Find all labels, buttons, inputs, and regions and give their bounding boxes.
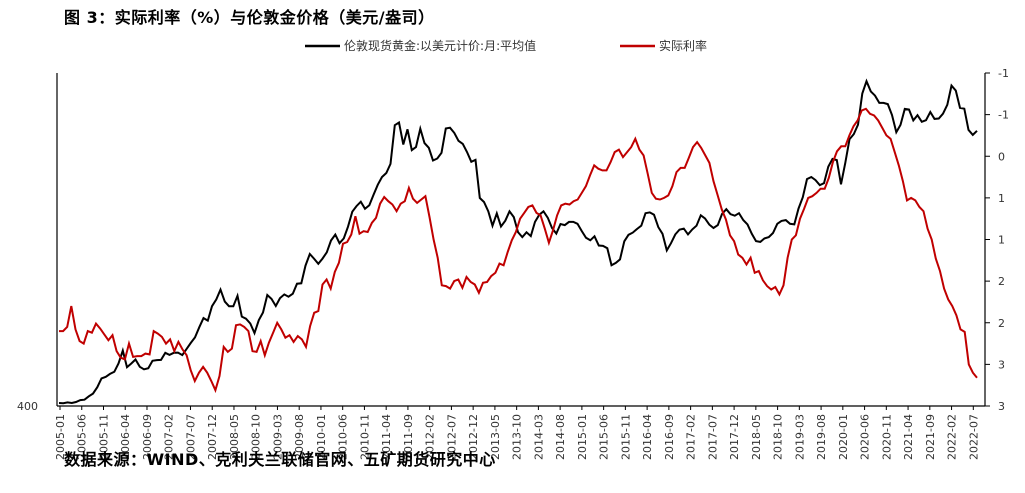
x-axis-tick-label: 2005-06 <box>76 414 89 460</box>
x-axis-tick-label: 2020-06 <box>859 414 872 460</box>
legend-rate-label: 实际利率 <box>659 38 707 53</box>
x-axis-tick-label: 2021-04 <box>902 414 915 460</box>
x-axis-tick-label: 2012-07 <box>445 414 458 460</box>
x-axis-tick-label: 2009-08 <box>293 414 306 460</box>
x-axis-tick-label: 2011-04 <box>380 414 393 460</box>
legend: 伦敦现货黄金:以美元计价:月:平均值 实际利率 <box>305 38 707 53</box>
right-axis-tick-label: 0 <box>998 150 1005 163</box>
x-axis-tick-label: 2010-06 <box>337 414 350 460</box>
x-axis-tick-label: 2013-05 <box>489 414 502 460</box>
right-axis-tick-label: 1 <box>998 234 1005 247</box>
right-axis-tick-label: -1 <box>998 67 1009 80</box>
right-axis-tick-label: -1 <box>998 109 1009 122</box>
x-axis-tick-label: 2017-07 <box>706 414 719 460</box>
x-axis-tick-label: 2010-01 <box>315 414 328 460</box>
x-axis-tick-label: 2015-01 <box>576 414 589 460</box>
x-axis-tick-label: 2020-11 <box>880 414 893 460</box>
x-axis-tick-label: 2006-09 <box>141 414 154 460</box>
x-axis-tick-label: 2007-02 <box>163 414 176 460</box>
x-axis-tick-label: 2005-01 <box>54 414 67 460</box>
x-axis-tick-label: 2008-05 <box>228 414 241 460</box>
right-axis-tick-label: 1 <box>998 192 1005 205</box>
x-axis-tick-label: 2020-01 <box>837 414 850 460</box>
x-axis-tick-label: 2019-08 <box>815 414 828 460</box>
x-axis-tick-label: 2018-05 <box>750 414 763 460</box>
x-axis-tick-label: 2007-07 <box>184 414 197 460</box>
x-axis-tick-label: 2014-08 <box>554 414 567 460</box>
x-axis-tick-label: 2016-04 <box>641 414 654 460</box>
x-axis-tick-label: 2006-04 <box>119 414 132 460</box>
x-axis-tick-label: 2013-10 <box>511 414 524 460</box>
x-axis-tick-label: 2007-12 <box>206 414 219 460</box>
x-axis-tick-label: 2012-12 <box>467 414 480 460</box>
series-line-real-rate <box>59 107 978 394</box>
x-axis-tick-label: 2008-10 <box>250 414 263 460</box>
x-axis-tick-label: 2005-11 <box>97 414 110 460</box>
x-axis-tick-label: 2014-03 <box>532 414 545 460</box>
right-axis-tick-label: 3 <box>998 400 1005 413</box>
right-axis-tick-label: 2 <box>998 275 1005 288</box>
x-axis-tick-label: 2022-07 <box>967 414 980 460</box>
x-axis-tick-label: 2015-06 <box>598 414 611 460</box>
x-axis-tick-label: 2017-02 <box>685 414 698 460</box>
series-group <box>58 78 978 405</box>
x-axis-tick-label: 2021-09 <box>924 414 937 460</box>
chart-source: 数据来源：WIND、克利夫兰联储官网、五矿期货研究中心 <box>64 450 496 469</box>
x-axis-tick-label: 2022-02 <box>946 414 959 460</box>
left-axis-tick-label: 400 <box>17 400 38 413</box>
right-axis-tick-label: 2 <box>998 317 1005 330</box>
axes: 400 -1 -1 0 1 1 2 2 3 3 2005-01 2005-06 2005-11 2006-… <box>17 67 1009 460</box>
x-axis-tick-label: 2015-11 <box>619 414 632 460</box>
x-axis-tick-label: 2016-09 <box>663 414 676 460</box>
x-axis-tick-label: 2011-09 <box>402 414 415 460</box>
x-axis-tick-label: 2009-03 <box>271 414 284 460</box>
x-axis-tick-label: 2012-02 <box>424 414 437 460</box>
chart-title: 图 3：实际利率（%）与伦敦金价格（美元/盎司） <box>64 8 435 27</box>
x-axis-tick-label: 2019-03 <box>793 414 806 460</box>
series-line-gold <box>58 78 978 405</box>
x-axis-tick-label: 2010-11 <box>358 414 371 460</box>
x-axis-tick-label: 2017-12 <box>728 414 741 460</box>
right-axis-tick-label: 3 <box>998 358 1005 371</box>
x-axis-tick-label: 2018-10 <box>772 414 785 460</box>
legend-gold-label: 伦敦现货黄金:以美元计价:月:平均值 <box>344 38 536 53</box>
